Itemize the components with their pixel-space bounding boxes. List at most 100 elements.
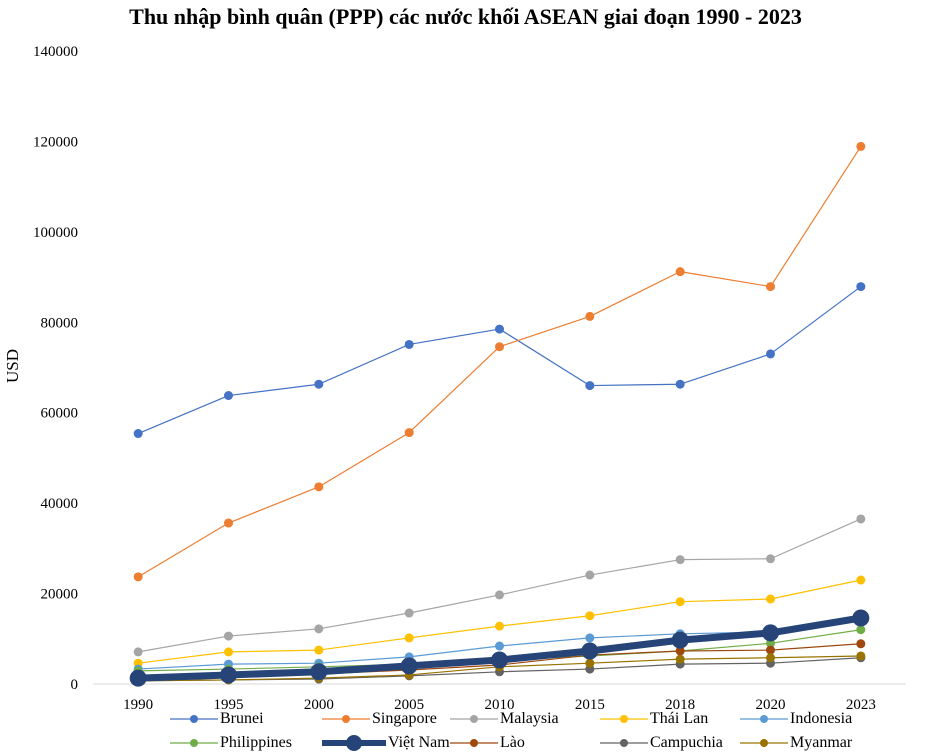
series-layer [129,141,870,687]
data-point-viet-nam [129,669,147,687]
data-point-malaysia [314,624,324,634]
x-tick-label: 2018 [665,697,695,713]
data-point-singapore [314,482,324,492]
x-tick-label: 1995 [214,697,244,713]
data-point-viet-nam [671,631,689,649]
legend-item-philippines: Philippines [170,734,292,752]
x-axis-ticks: 1990 1995 2000 2005 2010 2015 2018 2020 2023 [123,697,876,713]
data-point-singapore [495,342,504,352]
y-tick-label: 0 [71,677,79,693]
data-point-brunei [404,339,414,349]
x-tick-label: 2023 [846,697,876,713]
data-point-malaysia [766,554,775,564]
data-point-thai-lan [224,647,233,657]
data-point-viet-nam [852,609,870,627]
legend-item-indonesia: Indonesia [740,710,852,728]
data-point-singapore [675,267,685,277]
legend-label: Malaysia [500,710,559,727]
data-point-viet-nam [400,657,418,675]
legend-marker-icon [600,715,648,723]
data-point-brunei [675,379,685,389]
series-brunei [133,282,866,439]
data-point-lao [675,646,685,656]
data-point-thai-lan [314,645,324,655]
legend-item-campuchia: Campuchia [600,734,723,752]
data-point-brunei [133,429,143,439]
data-point-malaysia [495,590,504,600]
legend-item-lao: Lào [450,734,525,752]
data-point-malaysia [856,514,866,524]
legend-marker-icon [740,715,788,723]
legend-marker-icon [170,715,218,723]
data-point-brunei [224,391,233,401]
data-point-thai-lan [766,594,775,604]
data-point-singapore [224,518,233,528]
y-tick-label: 60000 [41,406,79,422]
x-tick-label: 2020 [756,697,786,713]
data-point-myanmar [766,653,775,663]
series-singapore [133,141,866,582]
legend-item-brunei: Brunei [170,710,264,728]
data-point-thai-lan [404,633,414,643]
legend-label: Singapore [372,710,437,727]
data-point-singapore [766,282,775,292]
data-point-lao [856,639,866,649]
data-point-singapore [133,572,143,582]
legend-marker-icon [322,715,370,723]
x-tick-label: 2010 [485,697,515,713]
data-point-thai-lan [585,611,595,621]
x-tick-label: 2015 [575,697,605,713]
data-point-thai-lan [495,621,504,631]
data-point-malaysia [133,647,143,657]
data-point-viet-nam [581,642,599,660]
data-point-brunei [856,282,866,292]
data-point-thai-lan [675,597,685,607]
y-tick-label: 120000 [33,134,78,150]
data-point-philippines [856,625,866,635]
legend-marker-icon [740,739,788,747]
y-tick-label: 20000 [41,587,79,603]
data-point-indonesia [585,633,595,643]
data-point-viet-nam [762,624,779,642]
series-thai-lan [133,575,866,668]
legend-marker-icon [450,739,498,747]
legend-label: Lào [500,734,525,751]
x-tick-label: 2005 [394,697,424,713]
legend-label: Indonesia [790,710,853,727]
data-point-myanmar [585,658,595,668]
legend-marker-icon [322,735,386,751]
series-line-singapore [137,146,862,578]
data-point-malaysia [224,631,233,641]
data-point-viet-nam [491,651,508,669]
data-point-malaysia [585,570,595,580]
y-tick-label: 80000 [41,315,79,331]
legend-item-malaysia: Malaysia [450,710,559,728]
y-tick-label: 140000 [33,44,78,60]
data-point-brunei [766,349,775,359]
legend-label: Brunei [220,710,264,727]
legend-item-myanmar: Myanmar [740,734,852,752]
data-point-viet-nam [310,663,328,681]
data-point-singapore [404,428,414,438]
data-point-indonesia [495,641,504,651]
data-point-brunei [585,381,595,391]
data-point-singapore [856,141,866,151]
data-point-lao [766,645,775,655]
legend-label: Myanmar [790,734,853,751]
y-tick-label: 40000 [41,496,79,512]
x-tick-label: 2000 [304,697,334,713]
legend-marker-icon [170,739,218,747]
y-tick-label: 100000 [33,225,78,241]
data-point-thai-lan [856,575,866,585]
legend-label: Thái Lan [650,710,709,727]
series-line-brunei [137,286,862,435]
data-point-myanmar [675,654,685,664]
data-point-malaysia [404,608,414,618]
chart-title: Thu nhập bình quân (PPP) các nước khối A… [129,4,802,29]
data-point-brunei [314,379,324,389]
legend-label: Việt Nam [388,734,450,751]
series-malaysia [133,514,866,657]
legend-marker-icon [450,715,498,723]
legend-item-viet-nam: Việt Nam [322,734,450,752]
